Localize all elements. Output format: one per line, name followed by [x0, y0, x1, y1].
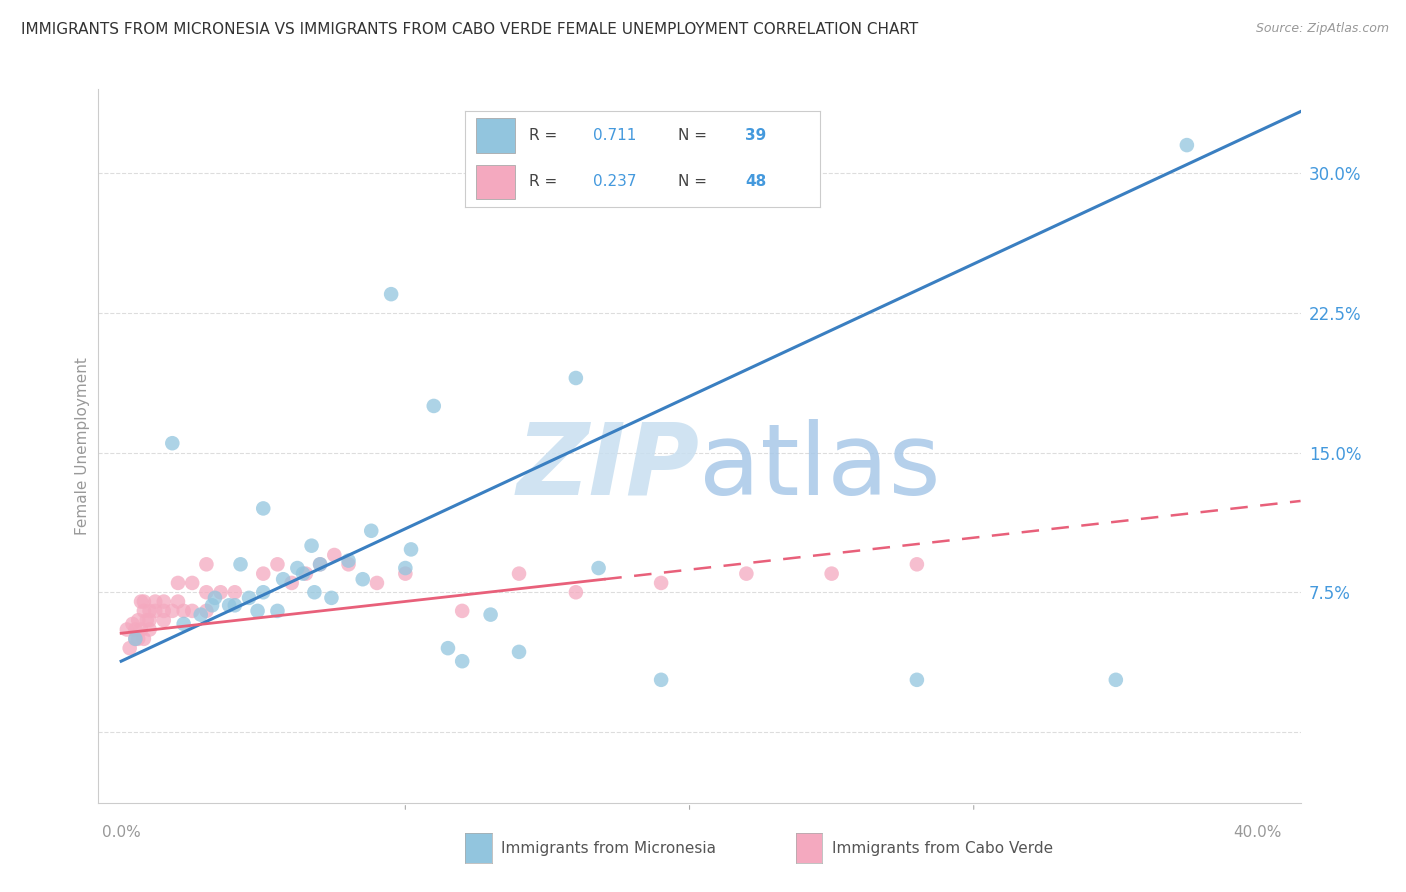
Point	[138, 604, 160, 618]
Point	[135, 613, 157, 627]
Point	[292, 566, 315, 581]
Point	[266, 604, 288, 618]
Point	[132, 632, 155, 646]
Point	[195, 604, 218, 618]
Point	[323, 548, 346, 562]
Point	[143, 604, 166, 618]
Point	[295, 566, 318, 581]
Point	[366, 576, 388, 591]
Point	[588, 561, 610, 575]
Point	[129, 623, 152, 637]
Text: atlas: atlas	[700, 419, 941, 516]
Point	[124, 632, 146, 646]
Point	[1105, 673, 1128, 687]
Point	[162, 604, 184, 618]
Point	[152, 594, 174, 608]
Point	[129, 594, 152, 608]
Point	[218, 599, 240, 613]
Point	[565, 371, 588, 385]
Point	[763, 185, 786, 199]
Point	[451, 604, 474, 618]
Point	[138, 623, 160, 637]
Point	[127, 613, 149, 627]
Point	[304, 585, 326, 599]
Text: 40.0%: 40.0%	[1233, 825, 1282, 840]
Point	[238, 591, 260, 605]
Point	[224, 585, 246, 599]
Point	[905, 673, 928, 687]
Point	[252, 585, 274, 599]
Point	[394, 566, 416, 581]
Point	[195, 558, 218, 572]
Point	[394, 561, 416, 575]
Point	[124, 623, 146, 637]
Point	[115, 623, 138, 637]
Y-axis label: Female Unemployment: Female Unemployment	[75, 357, 90, 535]
Point	[252, 566, 274, 581]
Point	[167, 576, 190, 591]
Text: Immigrants from Cabo Verde: Immigrants from Cabo Verde	[832, 841, 1053, 856]
Point	[451, 654, 474, 668]
Point	[127, 632, 149, 646]
Text: Source: ZipAtlas.com: Source: ZipAtlas.com	[1256, 22, 1389, 36]
Point	[121, 616, 143, 631]
Point	[650, 673, 672, 687]
Point	[479, 607, 502, 622]
Point	[181, 576, 204, 591]
Point	[565, 585, 588, 599]
Point	[285, 561, 308, 575]
Point	[152, 604, 174, 618]
Point	[118, 641, 141, 656]
Point	[399, 542, 422, 557]
Point	[138, 613, 160, 627]
Point	[162, 436, 184, 450]
Point	[167, 594, 190, 608]
Point	[271, 572, 294, 586]
Point	[321, 591, 343, 605]
Point	[132, 604, 155, 618]
Point	[209, 585, 232, 599]
Text: IMMIGRANTS FROM MICRONESIA VS IMMIGRANTS FROM CABO VERDE FEMALE UNEMPLOYMENT COR: IMMIGRANTS FROM MICRONESIA VS IMMIGRANTS…	[21, 22, 918, 37]
Point	[173, 616, 195, 631]
Point	[224, 599, 246, 613]
Point	[337, 553, 360, 567]
Point	[143, 594, 166, 608]
Point	[195, 585, 218, 599]
Point	[124, 632, 146, 646]
Point	[173, 604, 195, 618]
Point	[132, 594, 155, 608]
Point	[1175, 138, 1198, 153]
Point	[508, 566, 530, 581]
Point	[201, 599, 224, 613]
Point	[246, 604, 269, 618]
Point	[650, 576, 672, 591]
Point	[905, 558, 928, 572]
Point	[229, 558, 252, 572]
Point	[252, 501, 274, 516]
Point	[181, 604, 204, 618]
Point	[508, 645, 530, 659]
Point	[309, 558, 332, 572]
Point	[360, 524, 382, 538]
Point	[301, 539, 323, 553]
Point	[337, 558, 360, 572]
Point	[380, 287, 402, 301]
Text: 0.0%: 0.0%	[101, 825, 141, 840]
Point	[735, 566, 758, 581]
Point	[352, 572, 374, 586]
Point	[309, 558, 332, 572]
Point	[423, 399, 446, 413]
Point	[820, 566, 842, 581]
Point	[280, 576, 302, 591]
Point	[204, 591, 226, 605]
Point	[437, 641, 460, 656]
Text: ZIP: ZIP	[516, 419, 700, 516]
Point	[190, 607, 212, 622]
Point	[152, 613, 174, 627]
Point	[266, 558, 288, 572]
Text: Immigrants from Micronesia: Immigrants from Micronesia	[501, 841, 716, 856]
